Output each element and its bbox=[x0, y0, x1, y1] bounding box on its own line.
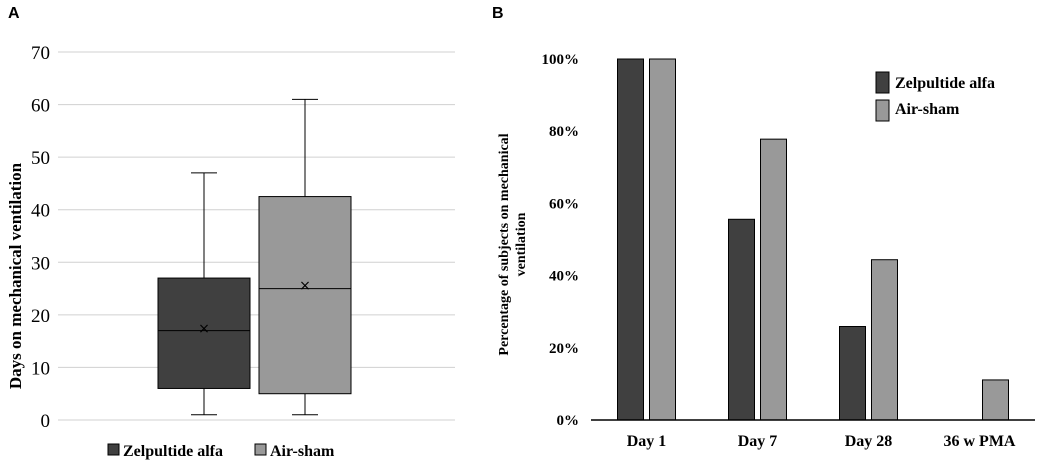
legend-label-zelpultide: Zelpultide alfa bbox=[895, 75, 995, 92]
y-tick-label: 10 bbox=[31, 358, 50, 379]
y-axis-label-line-1: Percentage of subjects on mechanical bbox=[497, 133, 512, 355]
bar-air-sham bbox=[760, 138, 787, 421]
legend-label-air-sham: Air-sham bbox=[270, 443, 335, 460]
y-tick-label: 0 bbox=[41, 411, 51, 432]
y-tick-label: 40% bbox=[549, 269, 579, 285]
y-tick-label: 50 bbox=[31, 148, 50, 169]
panel-label-b: B bbox=[492, 5, 504, 22]
box-plot-chart: 0 10 20 30 40 50 60 70 × × Days on mechanical vent… bbox=[6, 43, 455, 460]
bar-zelpultide bbox=[839, 326, 866, 421]
y-tick-label: 80% bbox=[549, 124, 579, 140]
legend-label-air-sham: Air-sham bbox=[895, 101, 960, 118]
bar-zelpultide bbox=[617, 58, 644, 421]
y-tick-label: 40 bbox=[31, 201, 50, 222]
mean-marker: × bbox=[198, 321, 210, 337]
bar-air-sham bbox=[982, 379, 1009, 421]
bar-air-sham bbox=[871, 259, 898, 421]
y-axis-label: Days on mechanical ventilation bbox=[6, 162, 25, 389]
x-tick-label: Day 7 bbox=[738, 433, 778, 450]
legend-label-zelpultide: Zelpultide alfa bbox=[123, 443, 223, 460]
bar-zelpultide bbox=[728, 218, 755, 421]
y-axis-label-line-2: ventilation bbox=[514, 212, 529, 276]
mean-marker: × bbox=[299, 278, 311, 294]
x-tick-label: Day 1 bbox=[627, 433, 667, 450]
y-tick-label: 60 bbox=[31, 96, 50, 117]
x-tick-label: 36 w PMA bbox=[944, 433, 1016, 450]
x-tick-label: Day 28 bbox=[845, 433, 893, 450]
y-tick-label: 20 bbox=[31, 306, 50, 327]
box-iqr bbox=[258, 196, 352, 395]
y-tick-label: 100% bbox=[542, 52, 580, 68]
y-tick-label: 0% bbox=[557, 413, 580, 429]
y-tick-label: 70 bbox=[31, 43, 50, 64]
panel-label-a: A bbox=[8, 5, 20, 22]
bar-air-sham bbox=[649, 58, 676, 421]
box-iqr bbox=[157, 277, 251, 389]
y-tick-label: 30 bbox=[31, 253, 50, 274]
legend-swatch-air-sham bbox=[875, 99, 890, 122]
y-tick-label: 60% bbox=[549, 196, 579, 212]
legend-swatch-zelpultide bbox=[875, 71, 890, 94]
legend-swatch-air-sham bbox=[254, 443, 267, 456]
y-tick-label: 20% bbox=[549, 341, 579, 357]
legend-swatch-zelpultide bbox=[107, 443, 120, 456]
bar-chart: 0% 20% 40% 60% 80% 100% Day 1 Day 7 Day 28 36 w P… bbox=[497, 52, 1035, 450]
